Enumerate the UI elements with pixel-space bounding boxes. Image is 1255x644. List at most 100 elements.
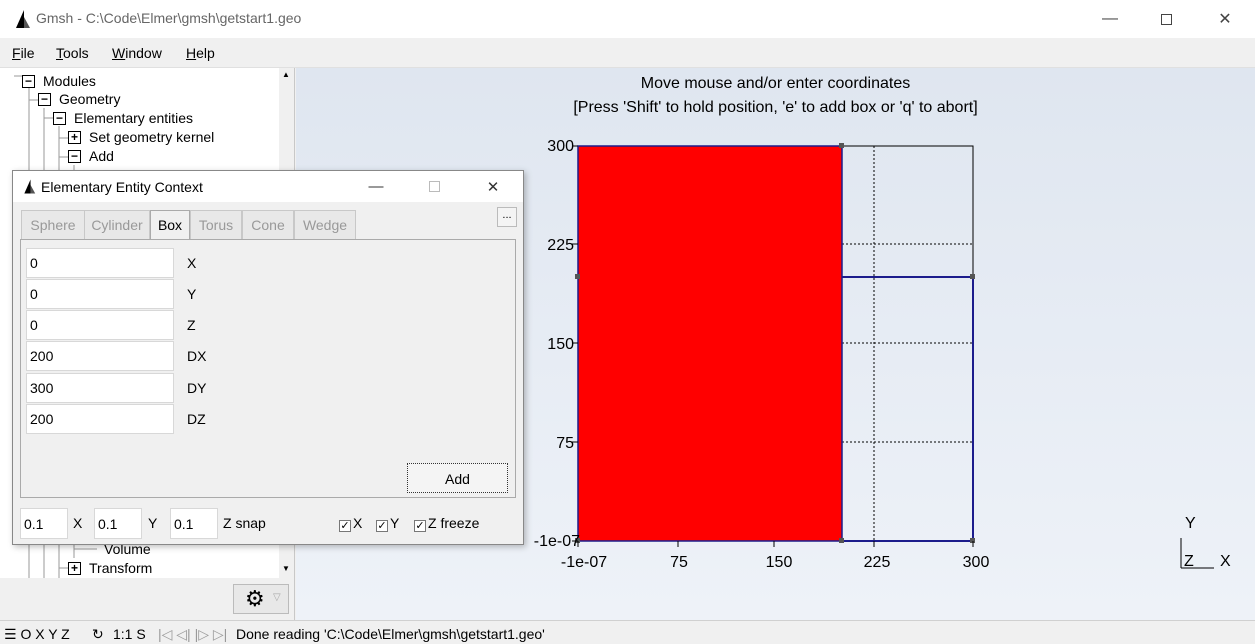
close-button[interactable]: ✕: [1202, 0, 1248, 38]
x-input[interactable]: 0: [26, 248, 174, 278]
tab-sphere[interactable]: Sphere: [21, 210, 85, 240]
triad-x-label: X: [1220, 553, 1231, 570]
maximize-icon: [428, 181, 440, 192]
y-tick-label: -1e-07: [534, 533, 580, 550]
dialog-close-button[interactable]: ✕: [470, 171, 516, 202]
z-label: Z: [187, 317, 196, 333]
dialog-title: Elementary Entity Context: [41, 179, 203, 195]
y-tick-label: 75: [556, 435, 574, 452]
y-tick-label: 300: [547, 138, 574, 155]
options-button[interactable]: ⚙ ▽: [233, 584, 289, 614]
maximize-icon: [1160, 13, 1172, 25]
expand-kernel-icon[interactable]: +: [68, 131, 81, 144]
maximize-button[interactable]: [1143, 0, 1189, 38]
graphics-message-2: [Press 'Shift' to hold position, 'e' to …: [573, 99, 978, 116]
collapse-elementary-icon[interactable]: −: [53, 112, 66, 125]
status-bar: ☰ O X Y Z ↻ 1:1 S |◁ ◁| |▷ ▷| Done readi…: [0, 620, 1255, 644]
tab-cylinder[interactable]: Cylinder: [84, 210, 150, 240]
add-button[interactable]: Add: [407, 463, 508, 493]
tree-modules[interactable]: Modules: [43, 73, 96, 89]
freeze-y-checkbox[interactable]: ✓ Y: [376, 515, 400, 532]
status-message: Done reading 'C:\Code\Elmer\gmsh\getstar…: [236, 626, 545, 642]
tree-set-geometry-kernel[interactable]: Set geometry kernel: [89, 129, 215, 145]
x-tick-label: 300: [963, 554, 990, 571]
view-buttons[interactable]: ☰ O X Y Z: [4, 626, 70, 642]
collapse-modules-icon[interactable]: −: [22, 75, 35, 88]
freeze-x-checkbox[interactable]: ✓ X: [339, 515, 363, 532]
tree-geometry[interactable]: Geometry: [59, 91, 121, 107]
y-tick-label: 150: [547, 336, 574, 353]
gmsh-logo-icon: [16, 10, 30, 28]
x-tick-label: 225: [864, 554, 891, 571]
menu-bar: File Tools Window Help: [0, 38, 1255, 68]
dx-input[interactable]: 200: [26, 341, 174, 371]
box-tab-panel: 0 X 0 Y 0 Z 200 DX 300 DY 200 DZ: [20, 239, 516, 498]
more-options-button[interactable]: ...: [497, 207, 517, 227]
tab-cone[interactable]: Cone: [242, 210, 294, 240]
dy-input[interactable]: 300: [26, 373, 174, 403]
menu-file[interactable]: File: [12, 45, 35, 61]
collapse-geometry-icon[interactable]: −: [38, 93, 51, 106]
snap-z-input[interactable]: 0.1: [170, 508, 218, 539]
minimize-button[interactable]: —: [1087, 0, 1133, 38]
checkmark-icon: ✓: [414, 520, 426, 532]
dialog-maximize-button[interactable]: [411, 171, 457, 202]
dialog-minimize-button[interactable]: —: [353, 171, 399, 202]
scroll-down-icon[interactable]: ▼: [282, 564, 290, 573]
box-front-face: [577, 145, 843, 542]
window-title: Gmsh - C:\Code\Elmer\gmsh\getstart1.geo: [36, 10, 302, 26]
freeze-z-checkbox[interactable]: ✓ Z freeze: [414, 515, 480, 532]
x-tick-label: 150: [766, 554, 793, 571]
x-label: X: [187, 255, 197, 271]
expand-transform-icon[interactable]: +: [68, 562, 81, 575]
y-tick-label: 225: [547, 237, 574, 254]
tree-volume[interactable]: Volume: [104, 541, 151, 557]
scroll-up-icon[interactable]: ▲: [282, 70, 290, 79]
x-tick-label: 75: [670, 554, 688, 571]
rotate-icon[interactable]: ↻: [92, 626, 104, 642]
title-bar: Gmsh - C:\Code\Elmer\gmsh\getstart1.geo …: [0, 0, 1255, 38]
tree-toolbar: ⚙ ▽: [0, 578, 294, 620]
snap-z-label: Z snap: [223, 515, 266, 531]
axis-triad: Y Z X: [1180, 515, 1231, 570]
minimize-icon: —: [1102, 10, 1118, 27]
elementary-entity-dialog: Elementary Entity Context — ✕ Sphere Cyl…: [12, 170, 524, 545]
dropdown-arrow-icon: ▽: [273, 592, 281, 603]
z-input[interactable]: 0: [26, 310, 174, 340]
menu-help[interactable]: Help: [186, 45, 215, 61]
tick-marks: [572, 145, 974, 547]
snap-x-input[interactable]: 0.1: [20, 508, 68, 539]
minimize-icon: —: [368, 178, 384, 195]
tab-box[interactable]: Box: [150, 210, 190, 241]
menu-window[interactable]: Window: [112, 45, 162, 61]
dy-label: DY: [187, 380, 207, 396]
menu-tools[interactable]: Tools: [56, 45, 89, 61]
model-view[interactable]: 300 225 150 75 -1e-07 -1e-07 75 150 225 …: [296, 68, 1255, 620]
dialog-title-bar: Elementary Entity Context — ✕: [13, 171, 523, 202]
tree-transform[interactable]: Transform: [89, 560, 153, 576]
dx-label: DX: [187, 348, 207, 364]
tab-wedge[interactable]: Wedge: [294, 210, 356, 240]
checkmark-icon: ✓: [339, 520, 351, 532]
close-icon: ✕: [486, 178, 500, 196]
close-icon: ✕: [1218, 11, 1232, 28]
collapse-add-icon[interactable]: −: [68, 150, 81, 163]
dz-input[interactable]: 200: [26, 404, 174, 434]
playback-icons[interactable]: |◁ ◁| |▷ ▷|: [158, 626, 228, 642]
tree-elementary-entities[interactable]: Elementary entities: [74, 110, 194, 126]
y-label: Y: [187, 286, 197, 302]
triad-y-label: Y: [1185, 515, 1196, 532]
dz-label: DZ: [187, 411, 206, 427]
y-input[interactable]: 0: [26, 279, 174, 309]
gear-icon: ⚙: [245, 586, 265, 611]
box-outline: [842, 276, 974, 542]
snap-x-label: X: [73, 515, 83, 531]
gmsh-logo-icon: [24, 179, 36, 194]
checkmark-icon: ✓: [376, 520, 388, 532]
tab-torus[interactable]: Torus: [190, 210, 242, 240]
snap-y-input[interactable]: 0.1: [94, 508, 142, 539]
tree-add[interactable]: Add: [89, 148, 114, 164]
graphics-message-1: Move mouse and/or enter coordinates: [640, 75, 911, 92]
triad-z-label: Z: [1184, 553, 1194, 570]
scale-buttons[interactable]: 1:1 S: [113, 626, 146, 642]
